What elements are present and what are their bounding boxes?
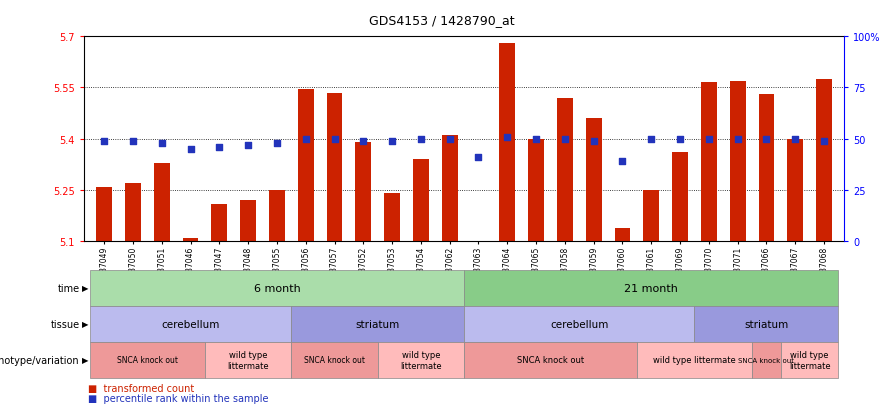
Point (789, 136, 803, 142)
Point (529, 136, 543, 142)
Text: tissue: tissue (50, 319, 80, 329)
Point (414, 136, 428, 142)
Bar (528, 139, 544, 242)
Bar (96, 187, 112, 242)
Bar (442, 136, 458, 242)
Bar (730, 81, 745, 242)
Point (385, 138, 400, 145)
Text: wild type
littermate: wild type littermate (227, 350, 269, 370)
Text: SNCA knock out: SNCA knock out (117, 356, 178, 364)
Text: ▶: ▶ (82, 320, 88, 328)
Point (97, 138, 111, 145)
Bar (183, 238, 198, 242)
Bar (211, 204, 227, 242)
Text: genotype/variation: genotype/variation (0, 355, 80, 365)
Text: ■  transformed count: ■ transformed count (88, 383, 194, 393)
Bar (816, 80, 832, 242)
Point (471, 154, 485, 161)
Bar (557, 98, 573, 242)
Point (673, 136, 687, 142)
Bar (672, 153, 688, 242)
Point (644, 136, 659, 142)
Point (587, 138, 601, 145)
Bar (240, 201, 256, 242)
Point (817, 138, 831, 145)
Text: cerebellum: cerebellum (550, 319, 608, 329)
Point (270, 140, 284, 147)
Bar (701, 83, 717, 242)
Text: SNCA knock out: SNCA knock out (304, 356, 365, 364)
Point (327, 136, 341, 142)
Text: ▶: ▶ (82, 284, 88, 292)
Bar (644, 190, 659, 242)
Point (615, 159, 629, 165)
Point (759, 136, 774, 142)
Text: cerebellum: cerebellum (162, 319, 220, 329)
Bar (326, 93, 342, 242)
Text: wild type
littermate: wild type littermate (789, 350, 830, 370)
Point (558, 136, 572, 142)
Text: SNCA knock out: SNCA knock out (738, 357, 795, 363)
Point (356, 138, 370, 145)
Text: 21 month: 21 month (624, 283, 678, 293)
Bar (385, 194, 400, 242)
Point (241, 142, 255, 149)
Point (730, 136, 744, 142)
Text: GDS4153 / 1428790_at: GDS4153 / 1428790_at (370, 14, 514, 27)
Text: striatum: striatum (744, 319, 789, 329)
Text: wild type littermate: wild type littermate (653, 356, 735, 364)
Point (299, 136, 313, 142)
Text: wild type
littermate: wild type littermate (400, 350, 442, 370)
Point (443, 136, 457, 142)
Bar (154, 163, 170, 242)
Text: striatum: striatum (355, 319, 400, 329)
Text: time: time (57, 283, 80, 293)
Bar (586, 119, 602, 242)
Point (126, 138, 140, 145)
Text: ▶: ▶ (82, 356, 88, 364)
Bar (355, 143, 371, 242)
Point (702, 136, 716, 142)
Bar (125, 184, 141, 242)
Text: ■  percentile rank within the sample: ■ percentile rank within the sample (88, 393, 269, 403)
Point (184, 146, 198, 153)
Point (212, 144, 226, 151)
Point (155, 140, 169, 147)
Bar (614, 228, 630, 242)
Bar (788, 139, 804, 242)
Text: 6 month: 6 month (254, 283, 301, 293)
Bar (413, 160, 429, 242)
Bar (758, 95, 774, 242)
Bar (269, 190, 285, 242)
Bar (298, 90, 314, 242)
Bar (499, 44, 515, 242)
Text: SNCA knock out: SNCA knock out (517, 356, 584, 364)
Point (500, 134, 514, 141)
